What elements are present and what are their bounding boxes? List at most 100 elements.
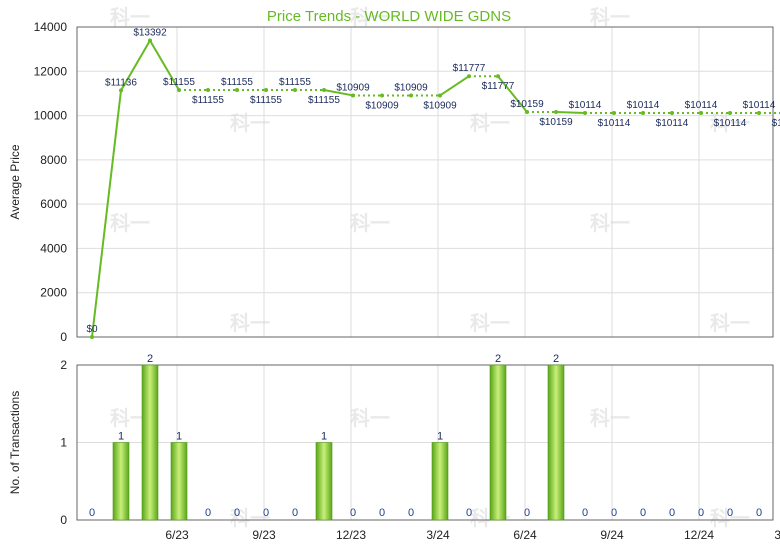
price-axis-label: Average Price (8, 144, 22, 219)
price-point (293, 87, 297, 92)
transaction-count-label: 0 (524, 507, 530, 519)
price-value-label: $10909 (365, 100, 399, 111)
price-value-label: $11155 (308, 95, 340, 106)
watermark-text: 科一 (710, 311, 750, 335)
transaction-count-label: 0 (611, 507, 617, 519)
watermark-text: 科一 (590, 211, 630, 235)
transaction-count-label: 2 (553, 353, 559, 365)
watermark-text: 科一 (230, 311, 270, 335)
watermark-text: 科一 (710, 506, 750, 530)
price-value-label: $10159 (510, 99, 544, 110)
transaction-count-label: 0 (350, 507, 356, 519)
transaction-bar (141, 364, 159, 521)
price-value-label: $0 (86, 324, 98, 335)
x-tick-label: 9/23 (252, 528, 276, 542)
watermark-text: 科一 (350, 406, 390, 430)
price-value-label: $10909 (394, 82, 428, 93)
transaction-count-label: 0 (640, 507, 646, 519)
watermark-text: 科一 (110, 211, 150, 235)
price-value-label: $11777 (482, 81, 515, 92)
price-point (467, 74, 471, 79)
transaction-count-label: 0 (234, 507, 240, 519)
price-point (757, 111, 761, 116)
price-value-label: $10909 (423, 100, 457, 111)
watermark-text: 科一 (230, 506, 270, 530)
transactions-y-tick: 1 (60, 436, 67, 450)
price-line-segment (555, 111, 586, 115)
transaction-count-label: 1 (321, 431, 327, 443)
transaction-count-label: 0 (408, 507, 414, 519)
price-y-tick: 2000 (40, 286, 67, 300)
transaction-bar (315, 442, 333, 521)
price-y-tick: 6000 (40, 197, 67, 211)
x-tick-label: 6/24 (513, 528, 537, 542)
price-value-label: $10114 (714, 118, 747, 129)
price-point (525, 110, 529, 115)
price-point (496, 74, 500, 79)
watermark-text: 科一 (470, 311, 510, 335)
watermark-text: 科一 (470, 111, 510, 135)
price-y-tick: 12000 (34, 64, 68, 78)
price-point (148, 38, 152, 43)
transaction-bar (431, 442, 449, 521)
price-y-tick: 4000 (40, 241, 67, 255)
price-value-label: $10114 (598, 118, 631, 129)
price-point (438, 93, 442, 98)
watermark-text: 科一 (110, 5, 150, 29)
price-point (612, 111, 616, 116)
watermark-text: 科一 (350, 211, 390, 235)
price-value-label: $10114 (743, 100, 776, 111)
price-value-label: $11136 (105, 77, 137, 88)
transaction-count-label: 0 (379, 507, 385, 519)
price-point (583, 111, 587, 116)
transactions-y-tick: 2 (60, 358, 67, 372)
price-line-segment (91, 90, 122, 338)
price-value-label: $11155 (163, 77, 195, 88)
transactions-plot-frame (76, 364, 774, 521)
price-value-label: $11777 (453, 63, 486, 74)
price-point (380, 93, 384, 98)
price-point (699, 111, 703, 116)
transactions-y-tick: 0 (60, 513, 67, 527)
price-value-label: $11155 (279, 77, 311, 88)
transaction-count-label: 0 (756, 507, 762, 519)
price-point (235, 87, 239, 92)
transaction-count-label: 0 (727, 507, 733, 519)
watermark-text: 科一 (590, 5, 630, 29)
transaction-count-label: 2 (495, 353, 501, 365)
price-y-tick: 14000 (34, 20, 68, 34)
transaction-count-label: 2 (147, 353, 153, 365)
transaction-bar (489, 364, 507, 521)
price-point (351, 93, 355, 98)
price-line-segment (120, 39, 151, 91)
transactions-axis-label: No. of Transactions (8, 391, 22, 494)
price-plot-frame (76, 26, 774, 338)
price-point (322, 87, 326, 92)
price-point (409, 93, 413, 98)
transaction-count-label: 0 (698, 507, 704, 519)
price-point (641, 111, 645, 116)
price-value-label: $11155 (221, 77, 253, 88)
watermark-text: 科一 (590, 406, 630, 430)
transaction-bar (112, 442, 130, 521)
price-point (670, 111, 674, 116)
transaction-count-label: 1 (437, 431, 443, 443)
transaction-count-label: 0 (466, 507, 472, 519)
transaction-count-label: 0 (89, 507, 95, 519)
x-tick-label: 3/25 (774, 528, 780, 542)
transaction-count-label: 0 (669, 507, 675, 519)
price-point (177, 87, 181, 92)
price-y-tick: 8000 (40, 153, 67, 167)
price-line-segment (497, 75, 528, 113)
x-tick-label: 12/23 (336, 528, 366, 542)
price-value-label: $11155 (192, 95, 224, 106)
price-value-label: $10909 (336, 82, 370, 93)
price-value-label: $11155 (250, 95, 282, 106)
transaction-count-label: 0 (582, 507, 588, 519)
transaction-count-label: 0 (263, 507, 269, 519)
price-plot-area (77, 27, 773, 337)
price-y-tick: 0 (60, 330, 67, 344)
price-point (206, 87, 210, 92)
